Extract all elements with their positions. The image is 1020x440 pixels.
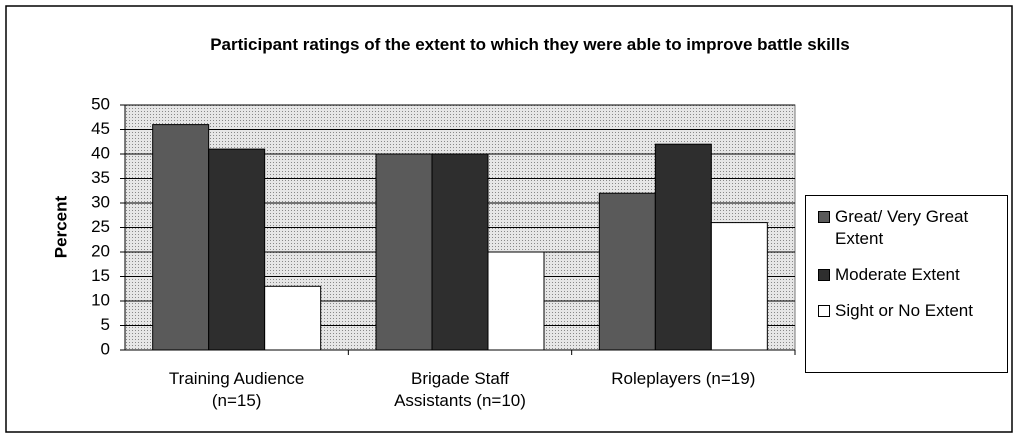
bar: [264, 285, 322, 351]
x-tick-label: Brigade Staff Assistants (n=10): [394, 369, 526, 410]
legend: Great/ Very Great Extent Moderate Extent S…: [805, 195, 1008, 373]
bar: [487, 251, 545, 351]
y-tick-label: 0: [101, 339, 110, 358]
legend-label: Great/ Very Great Extent: [835, 207, 969, 248]
x-tick-label: Roleplayers (n=19): [611, 369, 756, 388]
legend-item: Moderate Extent: [818, 264, 1003, 286]
y-tick-label: 20: [91, 241, 110, 260]
y-tick-label: 35: [91, 168, 110, 187]
y-tick-label: 50: [91, 94, 110, 113]
bar: [152, 124, 210, 351]
bar: [710, 222, 768, 351]
y-tick-label: 30: [91, 192, 110, 211]
y-tick-label: 40: [91, 143, 110, 162]
legend-item: Great/ Very Great Extent: [818, 206, 1003, 250]
y-tick-label: 25: [91, 217, 110, 236]
y-axis-label: Percent: [51, 195, 70, 258]
chart-title: Participant ratings of the extent to whi…: [210, 35, 850, 54]
legend-label: Sight or No Extent: [835, 301, 973, 320]
legend-swatch: [818, 211, 830, 223]
bar: [375, 153, 433, 351]
y-tick-label: 45: [91, 119, 110, 138]
y-tick-label: 10: [91, 290, 110, 309]
bar: [208, 148, 266, 351]
y-tick-label: 15: [91, 266, 110, 285]
y-tick-label: 5: [101, 315, 110, 334]
bar: [431, 153, 489, 351]
legend-swatch: [818, 269, 830, 281]
frame: [5, 5, 1013, 433]
bar: [654, 143, 712, 351]
legend-swatch: [818, 305, 830, 317]
legend-item: Sight or No Extent: [818, 300, 1003, 322]
legend-label: Moderate Extent: [835, 265, 960, 284]
bar: [598, 192, 656, 351]
x-tick-label: Training Audience (n=15): [168, 369, 305, 410]
